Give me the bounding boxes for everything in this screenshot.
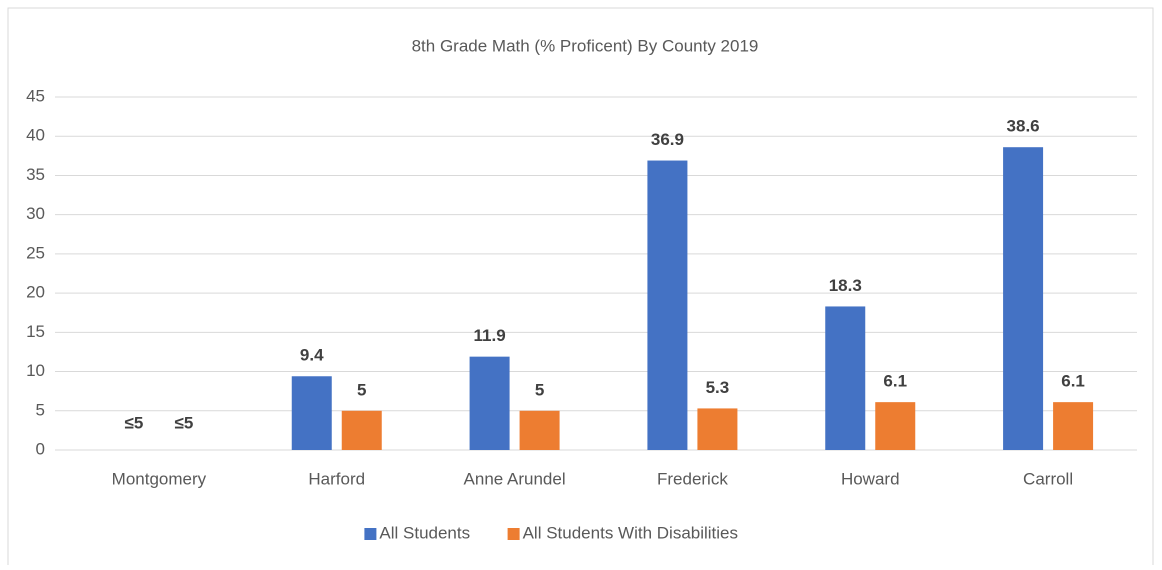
legend-swatch [364, 528, 377, 540]
y-tick-label: 15 [26, 322, 45, 341]
bar [875, 402, 916, 450]
y-tick-label: 5 [36, 400, 45, 419]
bar [647, 160, 688, 451]
bar [469, 356, 510, 450]
data-label: 18.3 [829, 276, 862, 295]
bar [291, 376, 332, 450]
bar [341, 410, 382, 450]
y-tick-label: 40 [26, 126, 45, 145]
x-tick-label: Montgomery [112, 469, 207, 488]
x-tick-label: Frederick [657, 469, 728, 488]
data-label: 5.3 [706, 378, 730, 397]
chart-border [7, 7, 1154, 570]
x-tick-label: Harford [308, 469, 365, 488]
y-tick-label: 10 [26, 361, 45, 380]
y-tick-label: 20 [26, 283, 45, 302]
chart-title: 8th Grade Math (% Proficent) By County 2… [412, 36, 759, 55]
data-label: 38.6 [1007, 117, 1040, 136]
data-label: 5 [357, 380, 366, 399]
y-tick-label: 0 [36, 439, 45, 458]
legend-swatch [507, 528, 520, 540]
y-tick-label: 30 [26, 204, 45, 223]
data-label: ≤5 [125, 413, 144, 432]
y-tick-label: 45 [26, 86, 45, 105]
bar [697, 408, 738, 450]
x-tick-label: Anne Arundel [464, 469, 566, 488]
data-label: 6.1 [1061, 372, 1085, 391]
x-tick-label: Carroll [1023, 469, 1073, 488]
bar [1053, 402, 1094, 450]
legend-label: All Students [379, 523, 470, 542]
bar [825, 306, 866, 450]
y-tick-label: 25 [26, 243, 45, 262]
data-label: 9.4 [300, 346, 324, 365]
bar [1003, 147, 1044, 450]
bar [519, 410, 560, 450]
data-label: 36.9 [651, 130, 684, 149]
data-label: 11.9 [474, 326, 506, 345]
legend-label: All Students With Disabilities [523, 523, 738, 542]
y-tick-label: 35 [26, 165, 45, 184]
data-label: ≤5 [175, 413, 194, 432]
data-label: 6.1 [883, 372, 907, 391]
data-label: 5 [535, 380, 544, 399]
x-tick-label: Howard [841, 469, 900, 488]
